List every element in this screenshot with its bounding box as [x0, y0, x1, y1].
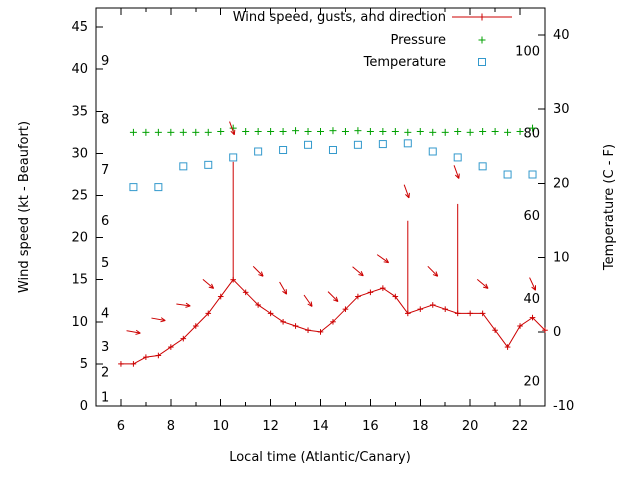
- svg-text:5: 5: [101, 256, 109, 271]
- x-axis-title: Local time (Atlantic/Canary): [229, 450, 411, 465]
- svg-text:Wind speed (kt - Beaufort): Wind speed (kt - Beaufort): [17, 121, 32, 293]
- svg-text:6: 6: [117, 419, 125, 434]
- svg-text:15: 15: [71, 273, 88, 288]
- svg-text:Pressure: Pressure: [390, 33, 446, 48]
- svg-text:30: 30: [553, 102, 570, 117]
- svg-text:30: 30: [71, 146, 88, 161]
- y-axis-right-title: Temperature (C - F): [602, 144, 617, 271]
- svg-text:25: 25: [71, 189, 88, 204]
- svg-text:12: 12: [262, 419, 279, 434]
- svg-text:22: 22: [512, 419, 529, 434]
- svg-text:8: 8: [167, 419, 175, 434]
- svg-text:40: 40: [523, 292, 540, 307]
- svg-text:9: 9: [101, 54, 109, 69]
- svg-text:18: 18: [412, 419, 429, 434]
- svg-text:3: 3: [101, 340, 109, 355]
- svg-text:-10: -10: [553, 399, 574, 414]
- svg-text:2: 2: [101, 365, 109, 380]
- svg-text:10: 10: [212, 419, 229, 434]
- svg-text:60: 60: [523, 209, 540, 224]
- svg-text:7: 7: [101, 163, 109, 178]
- svg-text:16: 16: [362, 419, 379, 434]
- svg-text:100: 100: [515, 44, 540, 59]
- svg-text:20: 20: [462, 419, 479, 434]
- svg-text:0: 0: [553, 325, 561, 340]
- svg-text:6: 6: [101, 214, 109, 229]
- svg-text:0: 0: [80, 399, 88, 414]
- svg-text:1: 1: [101, 391, 109, 406]
- svg-text:45: 45: [71, 20, 88, 35]
- svg-text:40: 40: [71, 62, 88, 77]
- svg-text:10: 10: [553, 251, 570, 266]
- svg-text:Wind speed, gusts, and directi: Wind speed, gusts, and direction: [233, 10, 446, 25]
- svg-text:20: 20: [71, 231, 88, 246]
- svg-text:8: 8: [101, 113, 109, 128]
- svg-text:4: 4: [101, 306, 109, 321]
- svg-text:35: 35: [71, 104, 88, 119]
- svg-text:Temperature (C - F): Temperature (C - F): [602, 144, 617, 271]
- svg-text:14: 14: [312, 419, 329, 434]
- svg-text:40: 40: [553, 28, 570, 43]
- svg-text:80: 80: [523, 127, 540, 142]
- y-axis-left-title: Wind speed (kt - Beaufort): [17, 121, 32, 293]
- svg-text:20: 20: [523, 375, 540, 390]
- svg-text:Temperature: Temperature: [363, 55, 446, 70]
- svg-text:10: 10: [71, 315, 88, 330]
- svg-text:5: 5: [80, 357, 88, 372]
- svg-text:20: 20: [553, 176, 570, 191]
